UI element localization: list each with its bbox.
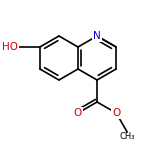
Text: CH₃: CH₃	[119, 132, 135, 141]
Text: O: O	[74, 108, 82, 118]
Text: HO: HO	[2, 42, 18, 52]
Text: N: N	[93, 31, 101, 41]
Text: O: O	[112, 108, 120, 118]
